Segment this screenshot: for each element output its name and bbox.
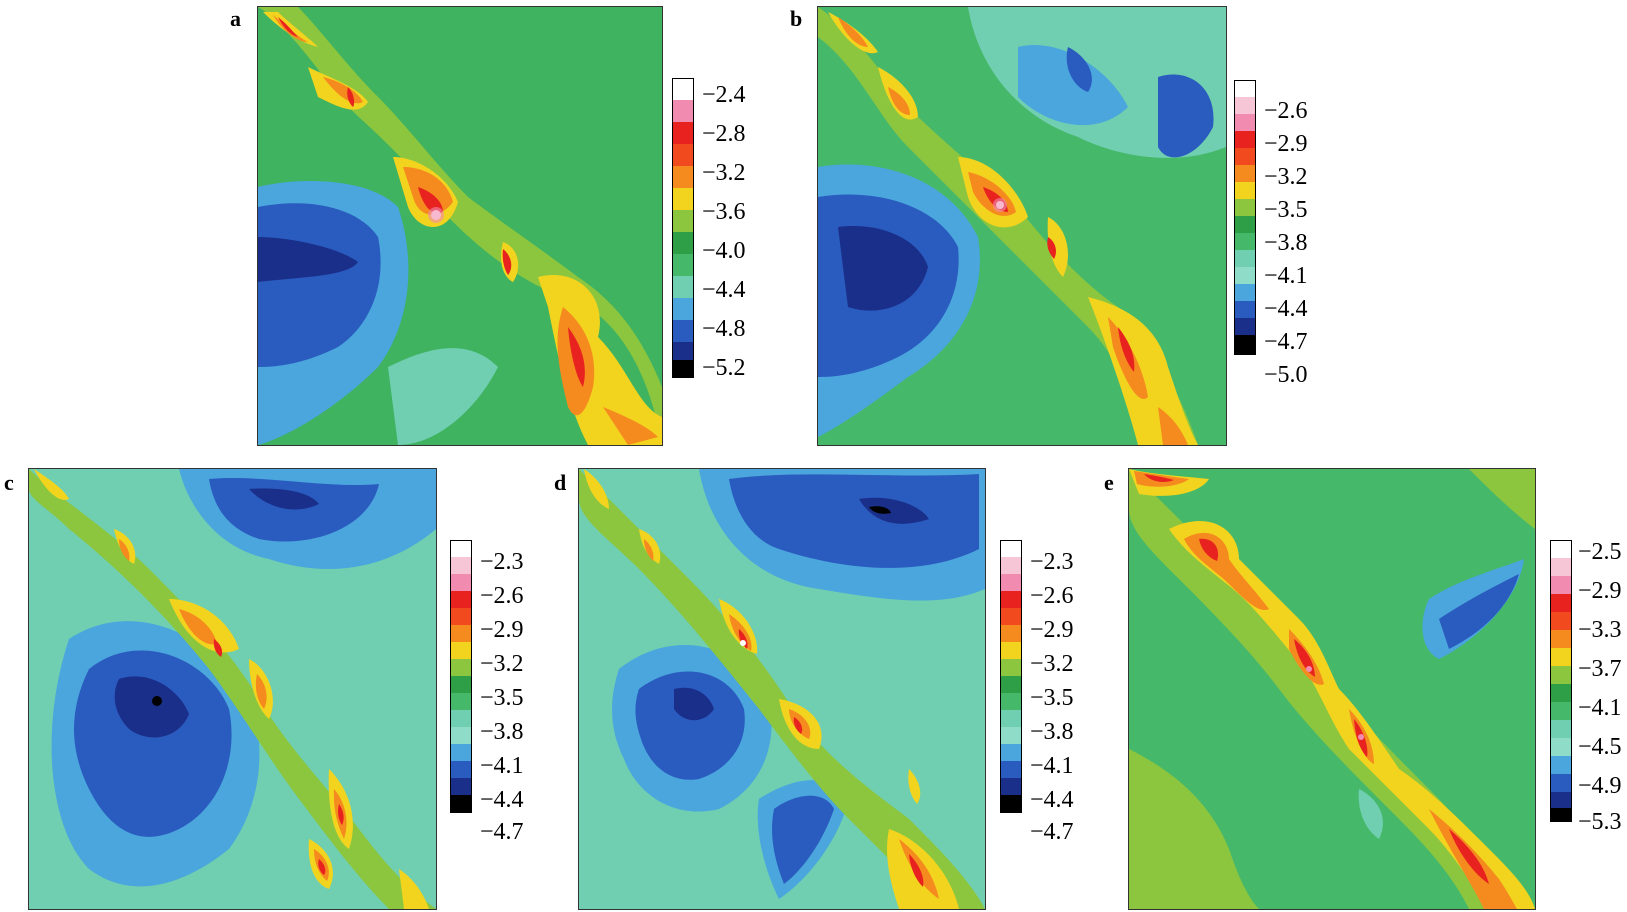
colorbar-b-tick: −4.1 <box>1264 263 1308 289</box>
colorbar-e-tick: −4.9 <box>1578 773 1622 799</box>
colorbar-a-tick: −3.6 <box>702 199 746 225</box>
colorbar-e-tick: −2.5 <box>1578 539 1622 565</box>
heatmap-b <box>817 6 1227 446</box>
colorbar-d-tick: −2.9 <box>1030 617 1074 643</box>
panel-label-b: b <box>790 6 803 31</box>
colorbar-d-tick: −2.3 <box>1030 549 1074 575</box>
colorbar-c-tick: −2.9 <box>480 617 524 643</box>
colorbar-c-tick: −2.6 <box>480 583 524 609</box>
colorbar-c: −2.3 −2.6 −2.9 −3.2 −3.5 −3.8 −4.1 −4.4 … <box>450 540 540 844</box>
colorbar-b-tick: −2.6 <box>1264 98 1308 124</box>
heatmap-b-plot <box>818 7 1226 445</box>
colorbar-e: −2.5 −2.9 −3.3 −3.7 −4.1 −4.5 −4.9 −5.3 <box>1550 539 1627 834</box>
panel-label-c: c <box>4 470 14 495</box>
colorbar-d-tick: −4.4 <box>1030 787 1074 813</box>
colorbar-b-tick: −3.8 <box>1264 230 1308 256</box>
colorbar-e-tick: −4.5 <box>1578 734 1622 760</box>
colorbar-a-tick: −4.8 <box>702 316 746 342</box>
colorbar-a-tick: −4.4 <box>702 277 746 303</box>
colorbar-e-tick: −3.7 <box>1578 656 1622 682</box>
panel-label-d: d <box>554 470 567 495</box>
colorbar-c-tick: −3.5 <box>480 685 524 711</box>
colorbar-d-tick: −4.7 <box>1030 819 1074 845</box>
colorbar-b: −2.6 −2.9 −3.2 −3.5 −3.8 −4.1 −4.4 −4.7 … <box>1234 80 1324 387</box>
colorbar-a: −2.4 −2.8 −3.2 −3.6 −4.0 −4.4 −4.8 −5.2 <box>672 78 762 381</box>
colorbar-c-tick: −3.2 <box>480 651 524 677</box>
heatmap-c-plot <box>29 469 436 909</box>
colorbar-c-tick: −4.1 <box>480 753 524 779</box>
colorbar-d-tick: −3.5 <box>1030 685 1074 711</box>
colorbar-d-tick: −3.2 <box>1030 651 1074 677</box>
colorbar-a-tick: −3.2 <box>702 160 746 186</box>
colorbar-b-tick: −2.9 <box>1264 131 1308 157</box>
colorbar-a-tick: −2.4 <box>702 82 746 108</box>
colorbar-b-tick: −5.0 <box>1264 362 1308 388</box>
colorbar-a-tick: −5.2 <box>702 355 746 381</box>
colorbar-c-tick: −2.3 <box>480 549 524 575</box>
heatmap-a <box>257 6 663 446</box>
colorbar-b-tick: −3.2 <box>1264 164 1308 190</box>
heatmap-e-plot <box>1129 469 1535 909</box>
colorbar-c-tick: −3.8 <box>480 719 524 745</box>
colorbar-d: −2.3 −2.6 −2.9 −3.2 −3.5 −3.8 −4.1 −4.4 … <box>1000 540 1090 844</box>
heatmap-d-plot <box>579 469 985 909</box>
heatmap-e <box>1128 468 1536 910</box>
colorbar-d-tick: −4.1 <box>1030 753 1074 779</box>
colorbar-b-tick: −4.7 <box>1264 329 1308 355</box>
colorbar-d-tick: −2.6 <box>1030 583 1074 609</box>
colorbar-a-tick: −4.0 <box>702 238 746 264</box>
panel-label-e: e <box>1104 470 1114 495</box>
colorbar-e-tick: −2.9 <box>1578 578 1622 604</box>
heatmap-c <box>28 468 437 910</box>
heatmap-a-plot <box>258 7 662 445</box>
colorbar-b-tick: −3.5 <box>1264 197 1308 223</box>
heatmap-d <box>578 468 986 910</box>
colorbar-e-tick: −3.3 <box>1578 617 1622 643</box>
colorbar-c-tick: −4.4 <box>480 787 524 813</box>
colorbar-e-tick: −5.3 <box>1578 809 1622 835</box>
panel-label-a: a <box>230 6 241 31</box>
colorbar-a-tick: −2.8 <box>702 121 746 147</box>
colorbar-e-tick: −4.1 <box>1578 695 1622 721</box>
colorbar-c-tick: −4.7 <box>480 819 524 845</box>
colorbar-b-tick: −4.4 <box>1264 296 1308 322</box>
colorbar-d-tick: −3.8 <box>1030 719 1074 745</box>
